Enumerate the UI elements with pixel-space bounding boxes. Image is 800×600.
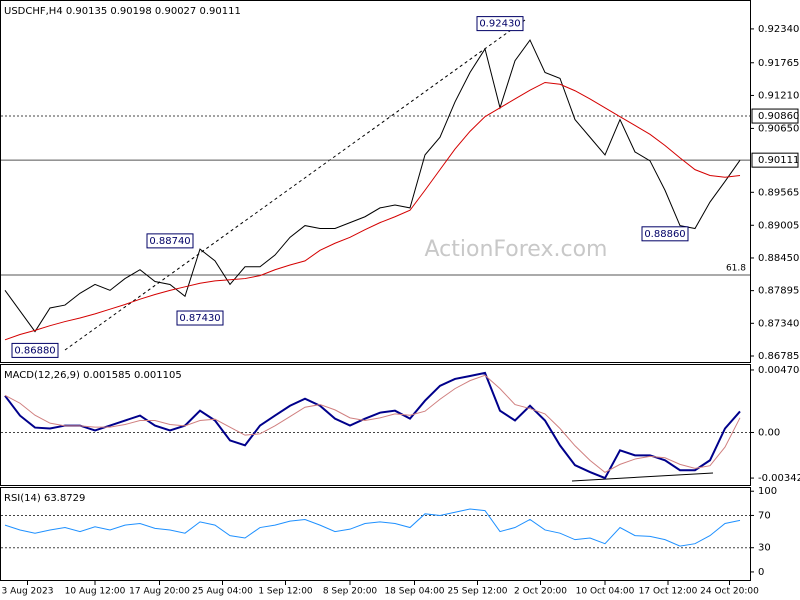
y-tick-label: 0.91210 (758, 90, 799, 101)
x-tick-label: 25 Sep 12:00 (447, 587, 507, 597)
annotation-label: 0.87430 (179, 313, 220, 324)
annotation-box (641, 226, 689, 242)
annotation-box (176, 310, 224, 326)
level-label-box (751, 108, 799, 124)
x-tick-label: 3 Aug 2023 (2, 587, 54, 597)
macd-panel (0, 364, 751, 486)
divergence-line (571, 472, 714, 482)
series-line (4, 374, 741, 473)
y-tick-label: 0.87340 (758, 318, 799, 329)
y-tick-label: 30 (758, 543, 771, 554)
level-label-box (751, 152, 799, 168)
y-tick-label: 0 (758, 567, 764, 578)
annotation-label: 0.92430 (479, 19, 520, 30)
level-label: 61.8 (726, 264, 746, 274)
x-tick-label: 24 Oct 20:00 (700, 587, 759, 597)
annotation-label: 0.88740 (149, 236, 190, 247)
level-label: 0.90111 (758, 155, 799, 166)
rsi-panel (0, 487, 751, 581)
series-line (4, 39, 741, 333)
series-line (4, 508, 741, 547)
x-tick-label: 18 Sep 04:00 (384, 587, 444, 597)
series-line (4, 81, 741, 341)
trend-line (64, 19, 526, 351)
annotation-box (476, 16, 524, 32)
x-tick-label: 8 Sep 20:00 (323, 587, 378, 597)
panel-title: RSI(14) 63.8729 (4, 493, 85, 504)
price-panel (0, 0, 751, 363)
y-tick-label: 70 (758, 510, 771, 521)
annotation-box (11, 342, 59, 358)
x-tick-label: 10 Aug 12:00 (65, 587, 126, 597)
series-line (4, 371, 741, 480)
annotation-box (146, 233, 194, 249)
annotation-label: 0.86880 (14, 345, 55, 356)
y-tick-label: 0.90650 (758, 123, 799, 134)
panel-title: MACD(12,26,9) 0.001585 0.001105 (4, 370, 182, 381)
y-tick-label: -0.003429 (758, 473, 800, 484)
y-tick-label: 0.92340 (758, 24, 799, 35)
x-tick-label: 17 Oct 12:00 (639, 587, 698, 597)
x-tick-label: 25 Aug 04:00 (192, 587, 253, 597)
y-tick-label: 0.004704 (758, 365, 800, 376)
y-tick-label: 0.87895 (758, 286, 799, 297)
x-tick-label: 10 Oct 04:00 (576, 587, 635, 597)
y-tick-label: 0.88450 (758, 253, 799, 264)
panel-title: USDCHF,H4 0.90135 0.90198 0.90027 0.9011… (4, 6, 241, 17)
level-label: 0.90860 (758, 111, 799, 122)
y-tick-label: 0.00 (758, 427, 780, 438)
annotation-label: 0.88860 (644, 229, 685, 240)
x-tick-label: 1 Sep 12:00 (258, 587, 313, 597)
x-tick-label: 2 Oct 20:00 (514, 587, 567, 597)
watermark: ActionForex.com (425, 237, 608, 262)
x-tick-label: 17 Aug 20:00 (129, 587, 190, 597)
y-tick-label: 0.91765 (758, 58, 799, 69)
y-tick-label: 0.86785 (758, 351, 799, 362)
y-tick-label: 0.89565 (758, 187, 799, 198)
y-tick-label: 100 (758, 486, 777, 497)
y-tick-label: 0.89005 (758, 220, 799, 231)
